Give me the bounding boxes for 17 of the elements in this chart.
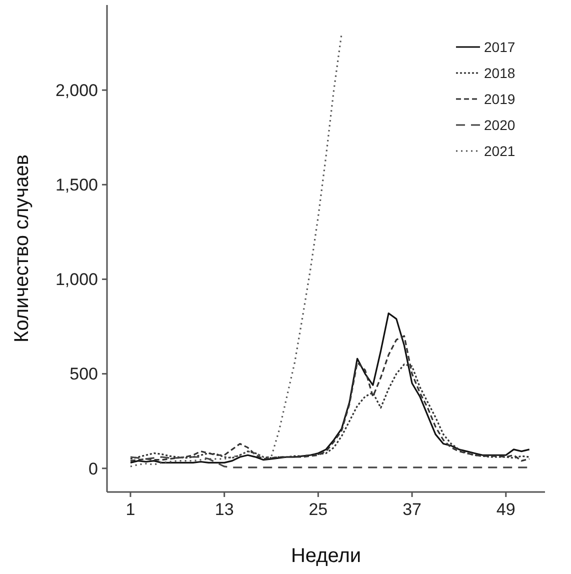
x-tick-label: 13 <box>214 500 234 519</box>
x-tick-label: 49 <box>496 500 516 519</box>
x-axis-title: Недели <box>290 545 362 567</box>
legend-label: 2018 <box>484 64 516 81</box>
x-tick-label: 37 <box>402 500 422 519</box>
legend-label: 2021 <box>484 142 516 159</box>
y-tick-label: 500 <box>70 364 98 384</box>
legend-label: 2017 <box>484 38 516 55</box>
y-axis-title: Количество случаев <box>11 154 33 342</box>
x-tick-label: 1 <box>126 500 136 519</box>
x-tick-label: 25 <box>308 500 328 519</box>
y-tick-label: 1,000 <box>55 270 98 290</box>
legend-label: 2019 <box>484 90 516 107</box>
y-tick-label: 1,500 <box>55 176 98 195</box>
legend-label: 2020 <box>484 116 516 133</box>
y-tick-label: 2,000 <box>55 81 98 100</box>
y-tick-label: 0 <box>88 459 98 478</box>
